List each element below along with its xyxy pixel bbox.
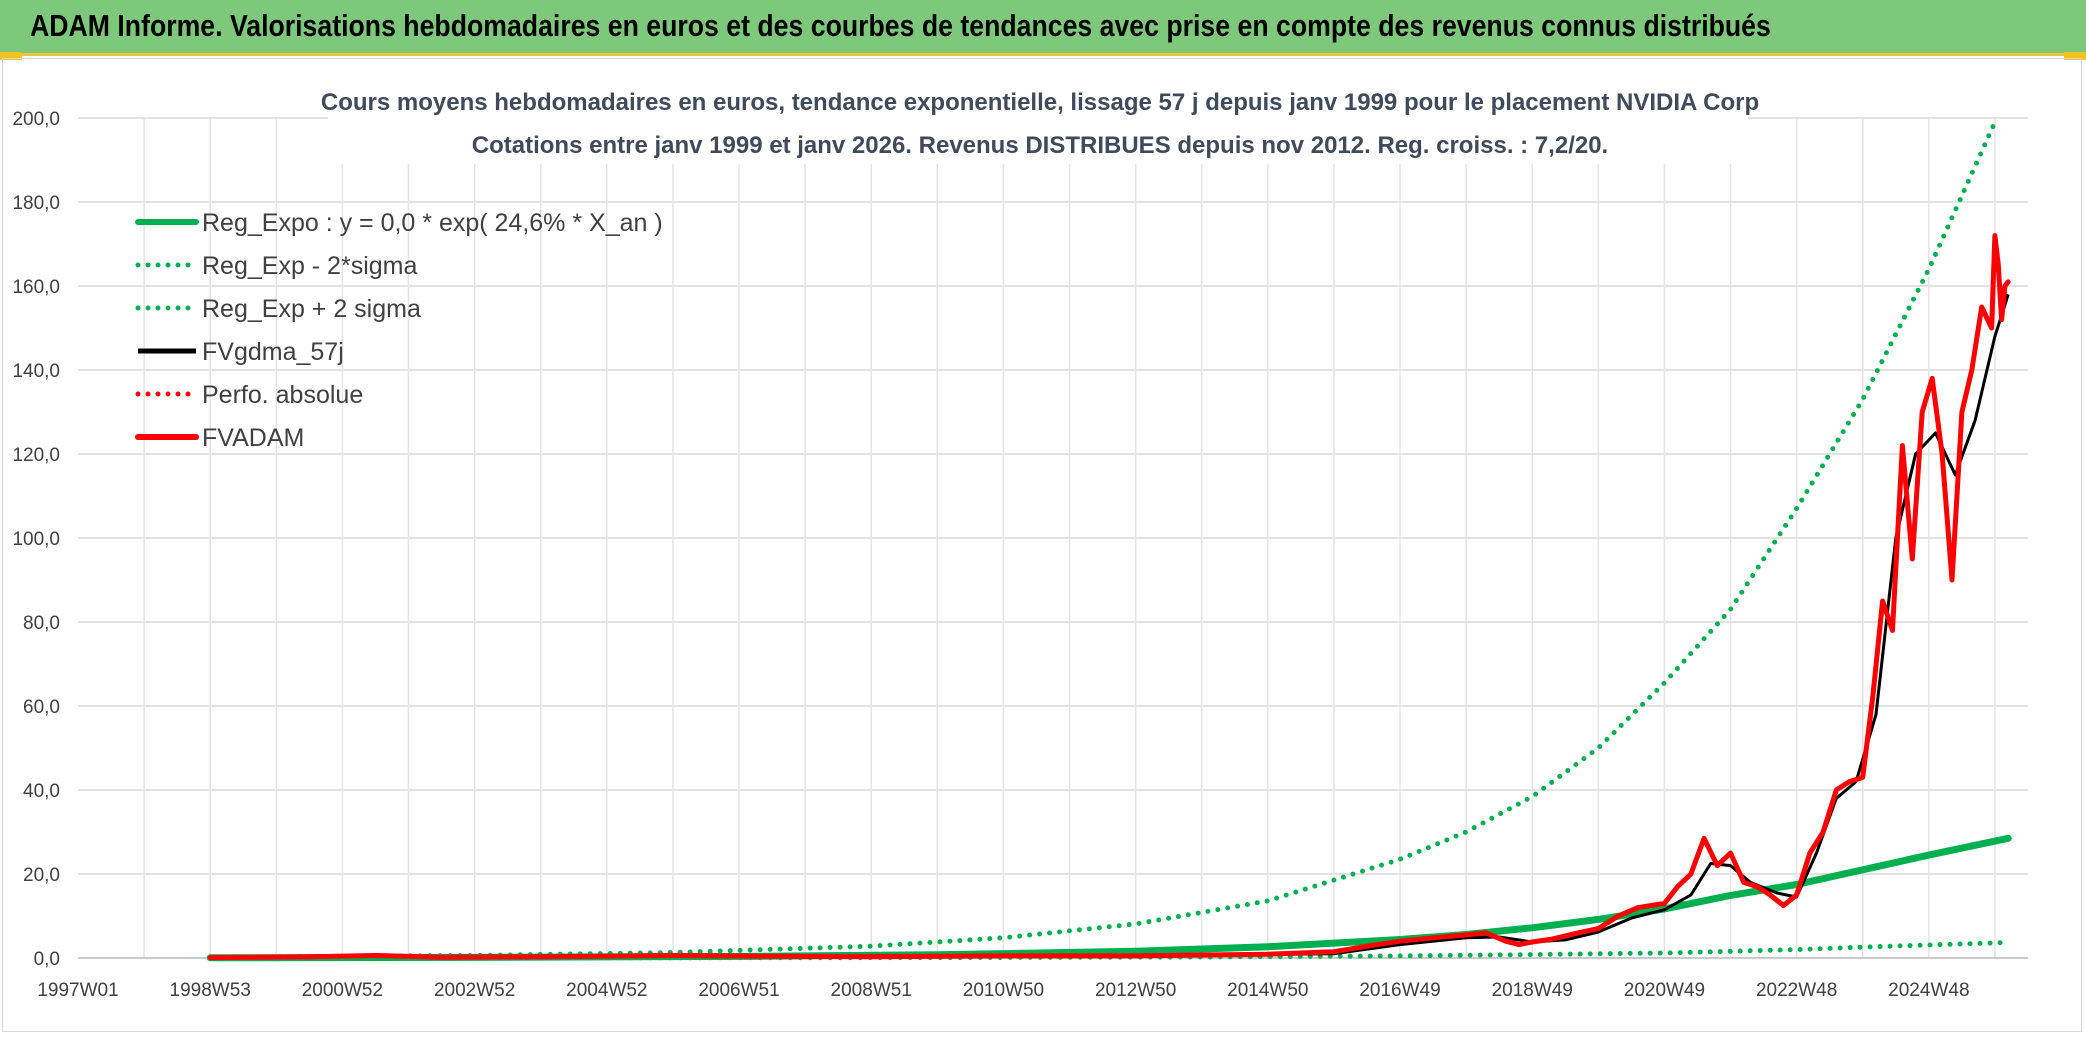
y-tick-label: 200,0 (12, 109, 60, 130)
legend-label-fvgdma: FVgdma_57j (202, 338, 344, 366)
x-tick-label: 1997W01 (37, 980, 118, 1001)
legend-label-fvadam: FVADAM (202, 424, 304, 452)
corner-marker-left (0, 52, 22, 60)
report-title: ADAM Informe. Valorisations hebdomadaire… (30, 8, 1771, 43)
legend-label-perfo: Perfo. absolue (202, 381, 363, 409)
x-tick-label: 2024W48 (1888, 980, 1969, 1001)
x-tick-label: 2002W52 (434, 980, 515, 1001)
x-tick-label: 2010W50 (963, 980, 1044, 1001)
y-tick-label: 60,0 (23, 697, 60, 718)
x-tick-label: 2022W48 (1756, 980, 1837, 1001)
y-tick-label: 0,0 (34, 949, 60, 970)
y-tick-label: 160,0 (12, 277, 60, 298)
series-line-reg_expo (206, 834, 2012, 962)
series-line-reg_plus (207, 119, 1998, 960)
chart-title: Cours moyens hebdomadaires en euros, ten… (321, 84, 1759, 164)
y-tick-label: 140,0 (12, 361, 60, 382)
x-axis-ticks: 1997W01 1998W53 2000W52 2002W52 2004W52 2006W… (37, 980, 1969, 1001)
y-tick-label: 120,0 (12, 445, 60, 466)
x-tick-label: 2004W52 (566, 980, 647, 1001)
series-layer (206, 119, 2012, 962)
x-tick-label: 2000W52 (302, 980, 383, 1001)
y-tick-label: 80,0 (23, 613, 60, 634)
report-header: ADAM Informe. Valorisations hebdomadaire… (0, 0, 2086, 56)
x-tick-label: 2014W50 (1227, 980, 1308, 1001)
chart-title-line1: Cours moyens hebdomadaires en euros, ten… (321, 89, 1759, 116)
x-tick-label: 2018W49 (1492, 980, 1573, 1001)
legend: Reg_Expo : y = 0,0 * exp( 24,6% * X_an )… (135, 209, 663, 452)
y-tick-label: 40,0 (23, 781, 60, 802)
x-tick-label: 2006W51 (698, 980, 779, 1001)
y-tick-label: 20,0 (23, 865, 60, 886)
x-tick-label: 2012W50 (1095, 980, 1176, 1001)
series-line-fvadam (207, 233, 2011, 961)
chart-title-line2: Cotations entre janv 1999 et janv 2026. … (472, 132, 1608, 159)
x-tick-label: 2008W51 (831, 980, 912, 1001)
x-tick-label: 2020W49 (1624, 980, 1705, 1001)
legend-label-reg_plus: Reg_Exp + 2 sigma (202, 295, 421, 323)
x-tick-label: 2016W49 (1359, 980, 1440, 1001)
y-tick-label: 100,0 (12, 529, 60, 550)
legend-label-reg_expo: Reg_Expo : y = 0,0 * exp( 24,6% * X_an ) (202, 209, 663, 237)
chart-frame (2, 58, 2082, 1032)
series-line-fvgdma (210, 293, 2010, 960)
gridlines (78, 117, 2028, 959)
legend-label-reg_minus: Reg_Exp - 2*sigma (202, 252, 417, 280)
x-tick-label: 1998W53 (170, 980, 251, 1001)
y-axis-ticks: 0,0 20,0 40,0 60,0 80,0 100,0 120,0 140,0 160,0 1… (12, 109, 60, 970)
chart-title-background (328, 84, 1748, 164)
corner-marker-right (2064, 52, 2086, 60)
y-tick-label: 180,0 (12, 193, 60, 214)
